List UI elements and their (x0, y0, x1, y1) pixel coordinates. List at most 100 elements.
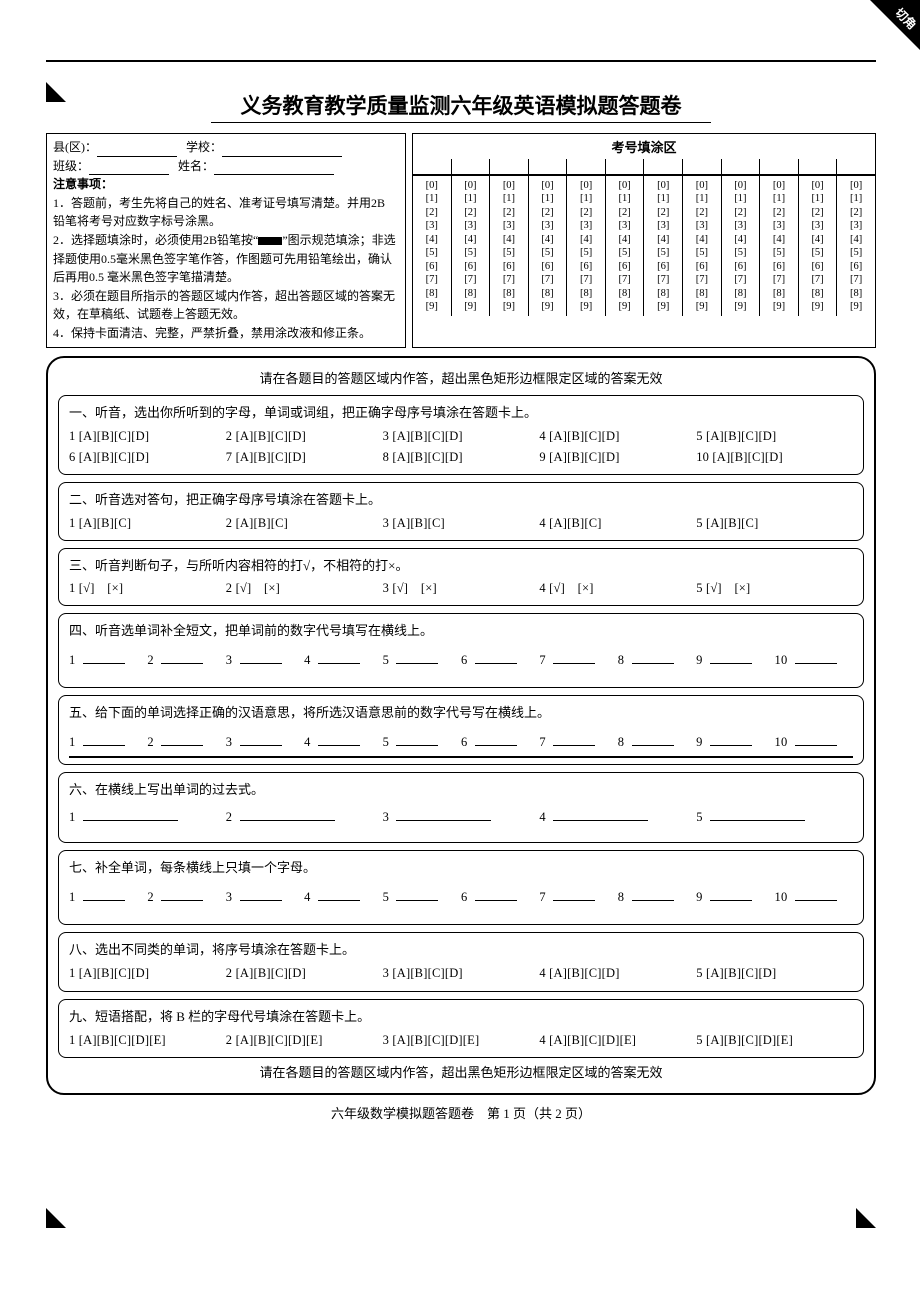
question-blank-item[interactable]: 9 (696, 732, 774, 753)
question-blank-item[interactable]: 5 (383, 732, 461, 753)
page-title: 义务教育教学质量监测六年级英语模拟题答题卷 (46, 90, 876, 120)
bubble-header-cell[interactable] (606, 159, 645, 175)
question-blank-item[interactable]: 4 (539, 807, 696, 828)
question-item[interactable]: 4 [A][B][C][D] (539, 426, 696, 447)
question-blank-item[interactable]: 1 (69, 887, 147, 908)
question-item[interactable]: 3 [A][B][C][D] (383, 963, 540, 984)
question-blank-item[interactable]: 1 (69, 732, 147, 753)
bubble-header-cell[interactable] (567, 159, 606, 175)
bubble-header-cell[interactable] (452, 159, 491, 175)
question-item[interactable]: 1 [A][B][C][D] (69, 963, 226, 984)
question-item[interactable]: 2 [A][B][C] (226, 513, 383, 534)
question-blank-item[interactable]: 2 (147, 650, 225, 671)
bubble-column[interactable]: [0][1][2][3][4][5][6][7][8][9] (799, 176, 838, 316)
section-9-title: 九、短语搭配，将 B 栏的字母代号填涂在答题卡上。 (69, 1006, 853, 1028)
question-blank-item[interactable]: 4 (304, 650, 382, 671)
question-item[interactable]: 2 [A][B][C][D][E] (226, 1030, 383, 1051)
question-item[interactable]: 1 [√] [×] (69, 578, 226, 599)
question-item[interactable]: 3 [A][B][C][D][E] (383, 1030, 540, 1051)
question-item[interactable]: 1 [A][B][C][D] (69, 426, 226, 447)
question-item[interactable]: 2 [A][B][C][D] (226, 426, 383, 447)
question-blank-item[interactable]: 9 (696, 887, 774, 908)
bubble-header-cell[interactable] (837, 159, 875, 175)
question-item[interactable]: 9 [A][B][C][D] (539, 447, 696, 468)
question-item[interactable]: 7 [A][B][C][D] (226, 447, 383, 468)
question-item[interactable]: 4 [A][B][C][D][E] (539, 1030, 696, 1051)
question-blank-item[interactable]: 3 (226, 887, 304, 908)
bubble-column[interactable]: [0][1][2][3][4][5][6][7][8][9] (490, 176, 529, 316)
class-field[interactable] (89, 161, 169, 175)
question-blank-item[interactable]: 6 (461, 887, 539, 908)
bubble-column[interactable]: [0][1][2][3][4][5][6][7][8][9] (529, 176, 568, 316)
bubble-column[interactable]: [0][1][2][3][4][5][6][7][8][9] (837, 176, 875, 316)
question-item[interactable]: 1 [A][B][C][D][E] (69, 1030, 226, 1051)
bubble-header-cell[interactable] (722, 159, 761, 175)
question-item[interactable]: 4 [A][B][C] (539, 513, 696, 534)
section-2-items: 1 [A][B][C]2 [A][B][C]3 [A][B][C]4 [A][B… (69, 513, 853, 534)
bubble-column[interactable]: [0][1][2][3][4][5][6][7][8][9] (760, 176, 799, 316)
question-blank-item[interactable]: 2 (147, 732, 225, 753)
bubble-column[interactable]: [0][1][2][3][4][5][6][7][8][9] (722, 176, 761, 316)
question-item[interactable]: 5 [A][B][C][D] (696, 963, 853, 984)
bubble-column[interactable]: [0][1][2][3][4][5][6][7][8][9] (683, 176, 722, 316)
question-blank-item[interactable]: 9 (696, 650, 774, 671)
question-blank-item[interactable]: 7 (539, 887, 617, 908)
bubble-column[interactable]: [0][1][2][3][4][5][6][7][8][9] (452, 176, 491, 316)
question-item[interactable]: 5 [A][B][C][D][E] (696, 1030, 853, 1051)
bubble-column[interactable]: [0][1][2][3][4][5][6][7][8][9] (606, 176, 645, 316)
question-item[interactable]: 4 [A][B][C][D] (539, 963, 696, 984)
question-blank-item[interactable]: 1 (69, 807, 226, 828)
question-item[interactable]: 6 [A][B][C][D] (69, 447, 226, 468)
question-item[interactable]: 5 [A][B][C] (696, 513, 853, 534)
question-blank-item[interactable]: 5 (383, 887, 461, 908)
question-blank-item[interactable]: 8 (618, 887, 696, 908)
question-item[interactable]: 3 [√] [×] (383, 578, 540, 599)
question-blank-item[interactable]: 2 (226, 807, 383, 828)
question-item[interactable]: 3 [A][B][C] (383, 513, 540, 534)
question-blank-item[interactable]: 3 (383, 807, 540, 828)
question-blank-item[interactable]: 10 (775, 732, 853, 753)
question-blank-item[interactable]: 1 (69, 650, 147, 671)
bubble-header-cell[interactable] (799, 159, 838, 175)
county-field[interactable] (97, 143, 177, 157)
question-blank-item[interactable]: 6 (461, 650, 539, 671)
question-item[interactable]: 1 [A][B][C] (69, 513, 226, 534)
bubble-column[interactable]: [0][1][2][3][4][5][6][7][8][9] (644, 176, 683, 316)
section-3-items: 1 [√] [×]2 [√] [×]3 [√] [×]4 [√] [×]5 [√… (69, 578, 853, 599)
question-blank-item[interactable]: 10 (775, 650, 853, 671)
question-item[interactable]: 8 [A][B][C][D] (383, 447, 540, 468)
bubble-header-cell[interactable] (529, 159, 568, 175)
question-blank-item[interactable]: 3 (226, 732, 304, 753)
section-9: 九、短语搭配，将 B 栏的字母代号填涂在答题卡上。 1 [A][B][C][D]… (58, 999, 864, 1058)
question-item[interactable]: 5 [A][B][C][D] (696, 426, 853, 447)
bubble-header-cell[interactable] (760, 159, 799, 175)
question-blank-item[interactable]: 5 (696, 807, 853, 828)
bubble-column[interactable]: [0][1][2][3][4][5][6][7][8][9] (567, 176, 606, 316)
question-item[interactable]: 2 [√] [×] (226, 578, 383, 599)
question-blank-item[interactable]: 5 (383, 650, 461, 671)
question-blank-item[interactable]: 2 (147, 887, 225, 908)
question-item[interactable]: 3 [A][B][C][D] (383, 426, 540, 447)
name-field[interactable] (214, 161, 334, 175)
question-blank-item[interactable]: 6 (461, 732, 539, 753)
bubble-header-cell[interactable] (413, 159, 452, 175)
question-item[interactable]: 5 [√] [×] (696, 578, 853, 599)
question-item[interactable]: 10 [A][B][C][D] (696, 447, 853, 468)
name-label: 姓名： (178, 159, 214, 173)
bubble-header-cell[interactable] (683, 159, 722, 175)
question-blank-item[interactable]: 7 (539, 650, 617, 671)
bubble-column[interactable]: [0][1][2][3][4][5][6][7][8][9] (413, 176, 452, 316)
question-blank-item[interactable]: 8 (618, 650, 696, 671)
bubble-header-cell[interactable] (644, 159, 683, 175)
question-item[interactable]: 2 [A][B][C][D] (226, 963, 383, 984)
question-blank-item[interactable]: 4 (304, 887, 382, 908)
section-5: 五、给下面的单词选择正确的汉语意思，将所选汉语意思前的数字代号写在横线上。 1 … (58, 695, 864, 764)
bubble-header-cell[interactable] (490, 159, 529, 175)
question-blank-item[interactable]: 4 (304, 732, 382, 753)
question-blank-item[interactable]: 3 (226, 650, 304, 671)
question-blank-item[interactable]: 7 (539, 732, 617, 753)
question-item[interactable]: 4 [√] [×] (539, 578, 696, 599)
question-blank-item[interactable]: 8 (618, 732, 696, 753)
school-field[interactable] (222, 143, 342, 157)
question-blank-item[interactable]: 10 (775, 887, 853, 908)
